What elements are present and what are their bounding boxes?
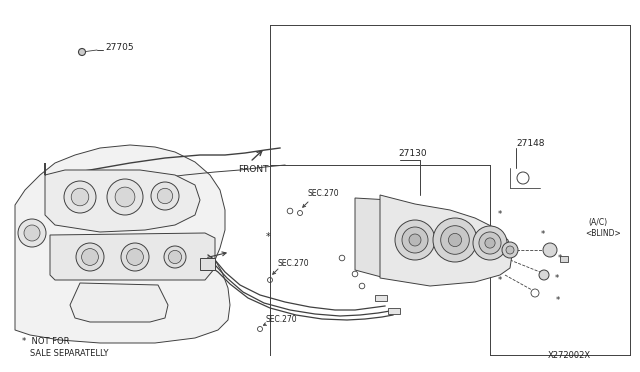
Text: SEC.270: SEC.270 bbox=[277, 259, 308, 267]
Circle shape bbox=[539, 270, 549, 280]
Text: *: * bbox=[555, 273, 559, 282]
Bar bbox=[560, 256, 568, 262]
Text: *: * bbox=[506, 253, 510, 263]
Circle shape bbox=[433, 218, 477, 262]
Circle shape bbox=[449, 233, 461, 247]
Text: SEC.270: SEC.270 bbox=[308, 189, 340, 199]
Text: 27705: 27705 bbox=[105, 42, 134, 51]
Polygon shape bbox=[45, 163, 200, 232]
Text: *: * bbox=[558, 253, 562, 263]
Circle shape bbox=[82, 248, 99, 265]
Circle shape bbox=[506, 246, 514, 254]
Polygon shape bbox=[70, 283, 168, 322]
Circle shape bbox=[18, 219, 46, 247]
Circle shape bbox=[64, 181, 96, 213]
Text: SALE SEPARATELLY: SALE SEPARATELLY bbox=[30, 349, 109, 357]
Text: *: * bbox=[556, 295, 560, 305]
Text: <BLIND>: <BLIND> bbox=[585, 230, 621, 238]
Polygon shape bbox=[380, 195, 512, 286]
Circle shape bbox=[151, 182, 179, 210]
Text: *: * bbox=[383, 270, 387, 279]
Polygon shape bbox=[50, 233, 215, 280]
Circle shape bbox=[157, 188, 173, 204]
Circle shape bbox=[164, 246, 186, 268]
Circle shape bbox=[502, 242, 518, 258]
Text: *  NOT FOR: * NOT FOR bbox=[22, 337, 70, 346]
Circle shape bbox=[24, 225, 40, 241]
Circle shape bbox=[543, 243, 557, 257]
Polygon shape bbox=[355, 198, 390, 278]
Bar bbox=[375, 295, 387, 301]
Text: X272002X: X272002X bbox=[548, 352, 591, 360]
Text: (A/C): (A/C) bbox=[588, 218, 607, 227]
Text: 27148: 27148 bbox=[516, 138, 545, 148]
Circle shape bbox=[115, 187, 135, 207]
Circle shape bbox=[402, 227, 428, 253]
Bar bbox=[388, 308, 400, 314]
Text: *: * bbox=[541, 231, 545, 240]
Circle shape bbox=[107, 179, 143, 215]
Circle shape bbox=[409, 234, 421, 246]
Circle shape bbox=[479, 232, 501, 254]
Text: *: * bbox=[498, 211, 502, 219]
Circle shape bbox=[473, 226, 507, 260]
Circle shape bbox=[121, 243, 149, 271]
Circle shape bbox=[395, 220, 435, 260]
Circle shape bbox=[485, 238, 495, 248]
Polygon shape bbox=[15, 145, 230, 343]
Circle shape bbox=[76, 243, 104, 271]
Text: *: * bbox=[383, 247, 387, 257]
Circle shape bbox=[71, 188, 89, 206]
Text: *: * bbox=[498, 276, 502, 285]
Text: 27130: 27130 bbox=[398, 148, 427, 157]
Text: *: * bbox=[383, 196, 387, 205]
Text: *: * bbox=[266, 232, 270, 242]
Circle shape bbox=[127, 248, 143, 265]
Circle shape bbox=[441, 226, 469, 254]
Text: FRONT: FRONT bbox=[238, 166, 269, 174]
Circle shape bbox=[79, 48, 86, 55]
Bar bbox=[200, 258, 215, 270]
Circle shape bbox=[168, 250, 182, 264]
Text: SEC.270: SEC.270 bbox=[265, 314, 296, 324]
